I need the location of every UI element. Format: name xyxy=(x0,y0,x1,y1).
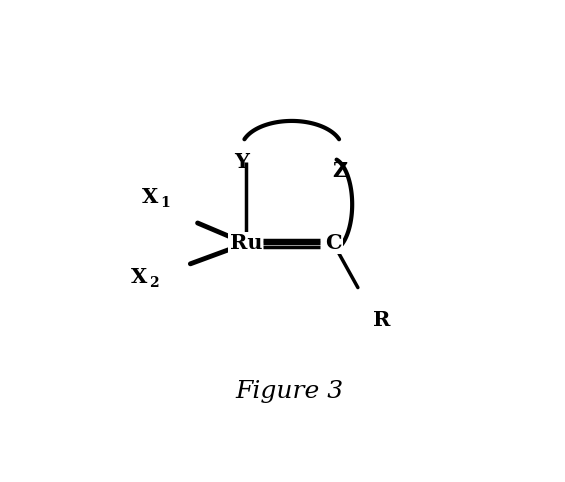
Text: X: X xyxy=(142,187,158,207)
Text: Ru: Ru xyxy=(229,233,262,254)
Text: Y: Y xyxy=(234,152,249,172)
Text: Z: Z xyxy=(332,161,347,181)
Text: 2: 2 xyxy=(149,276,158,290)
Text: X: X xyxy=(131,267,147,287)
Text: C: C xyxy=(325,233,342,254)
Text: 1: 1 xyxy=(160,196,170,210)
Text: R: R xyxy=(373,310,390,330)
Text: Figure 3: Figure 3 xyxy=(236,380,344,403)
